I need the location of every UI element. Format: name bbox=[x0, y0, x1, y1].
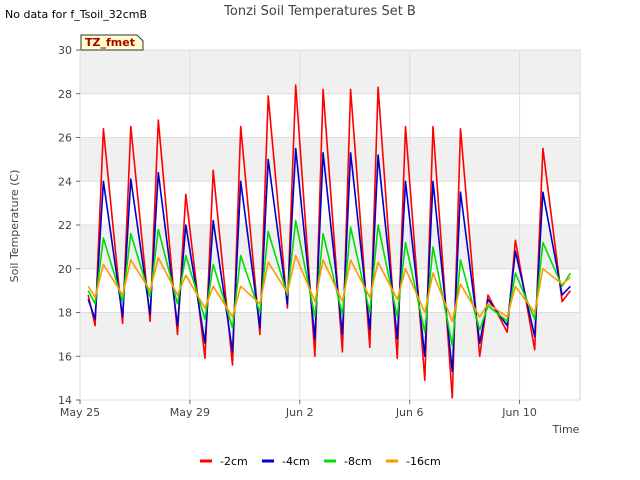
site-badge-label: TZ_fmet bbox=[85, 36, 135, 49]
y-tick-label: 22 bbox=[58, 219, 72, 232]
y-tick-label: 28 bbox=[58, 88, 72, 101]
chart-title: Tonzi Soil Temperatures Set B bbox=[223, 4, 416, 19]
x-tick-label: Jun 2 bbox=[285, 406, 314, 419]
legend-label: -2cm bbox=[220, 455, 248, 468]
legend-label: -8cm bbox=[344, 455, 372, 468]
y-tick-label: 16 bbox=[58, 350, 72, 363]
legend: -2cm -4cm -8cm -16cm bbox=[200, 455, 441, 468]
x-tick-label: May 25 bbox=[60, 406, 100, 419]
series-line-16cm bbox=[87, 254, 571, 323]
x-tick-label: Jun 10 bbox=[501, 406, 537, 419]
x-axis-label: Time bbox=[552, 423, 580, 436]
x-tick-label: May 29 bbox=[170, 406, 210, 419]
series-line-8cm bbox=[87, 219, 572, 347]
y-axis-label: Soil Temperature (C) bbox=[8, 170, 21, 283]
y-tick-label: 20 bbox=[58, 263, 72, 276]
y-tick-label: 18 bbox=[58, 307, 72, 320]
series-line-2cm bbox=[87, 84, 572, 399]
y-tick-label: 30 bbox=[58, 44, 72, 57]
series-lines bbox=[87, 84, 572, 399]
series-line-4cm bbox=[87, 147, 571, 373]
y-axis: 14 16 18 20 22 24 26 28 30 bbox=[58, 44, 80, 407]
legend-label: -4cm bbox=[282, 455, 310, 468]
y-tick-label: 24 bbox=[58, 175, 72, 188]
band bbox=[80, 312, 580, 357]
x-tick-label: Jun 6 bbox=[395, 406, 424, 419]
no-data-note: No data for f_Tsoil_32cmB bbox=[5, 8, 147, 21]
band bbox=[80, 50, 580, 94]
y-tick-label: 26 bbox=[58, 132, 72, 145]
site-badge: TZ_fmet bbox=[80, 34, 144, 51]
y-tick-label: 14 bbox=[58, 394, 72, 407]
legend-label: -16cm bbox=[406, 455, 441, 468]
x-axis: May 25 May 29 Jun 2 Jun 6 Jun 10 bbox=[60, 400, 537, 419]
